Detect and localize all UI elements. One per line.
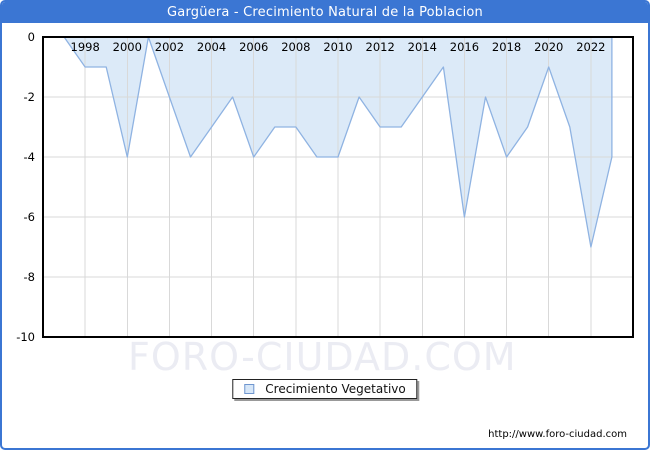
svg-text:0: 0 [28, 30, 35, 44]
svg-text:2014: 2014 [408, 40, 437, 54]
gridlines [43, 37, 633, 337]
svg-text:2018: 2018 [492, 40, 521, 54]
x-axis-labels: 1998 2000 2002 2004 2006 2008 2010 2012 2014 2016… [71, 40, 606, 54]
svg-text:-2: -2 [24, 90, 35, 104]
legend: Crecimiento Vegetativo [232, 379, 418, 399]
legend-label: Crecimiento Vegetativo [265, 382, 406, 396]
svg-text:-10: -10 [16, 330, 35, 344]
svg-text:2004: 2004 [197, 40, 226, 54]
legend-swatch-icon [244, 384, 255, 394]
svg-text:2022: 2022 [576, 40, 605, 54]
svg-text:-4: -4 [24, 150, 35, 164]
svg-text:2010: 2010 [323, 40, 352, 54]
svg-text:1998: 1998 [71, 40, 100, 54]
svg-text:2000: 2000 [113, 40, 142, 54]
y-axis-labels: 0 -2 -4 -6 -8 -10 [16, 30, 35, 344]
svg-text:-8: -8 [24, 270, 35, 284]
svg-text:2020: 2020 [534, 40, 563, 54]
plot-frame [42, 36, 634, 338]
chart-title: Gargüera - Crecimiento Natural de la Pob… [2, 2, 648, 23]
watermark-text: FORO-CIUDAD.COM [128, 335, 517, 379]
svg-text:2016: 2016 [450, 40, 479, 54]
series-line [63, 36, 613, 248]
svg-text:2002: 2002 [155, 40, 184, 54]
svg-text:2008: 2008 [281, 40, 310, 54]
source-url: http://www.foro-ciudad.com [488, 429, 627, 440]
svg-text:2006: 2006 [239, 40, 268, 54]
svg-text:2012: 2012 [366, 40, 395, 54]
svg-text:-6: -6 [24, 210, 35, 224]
